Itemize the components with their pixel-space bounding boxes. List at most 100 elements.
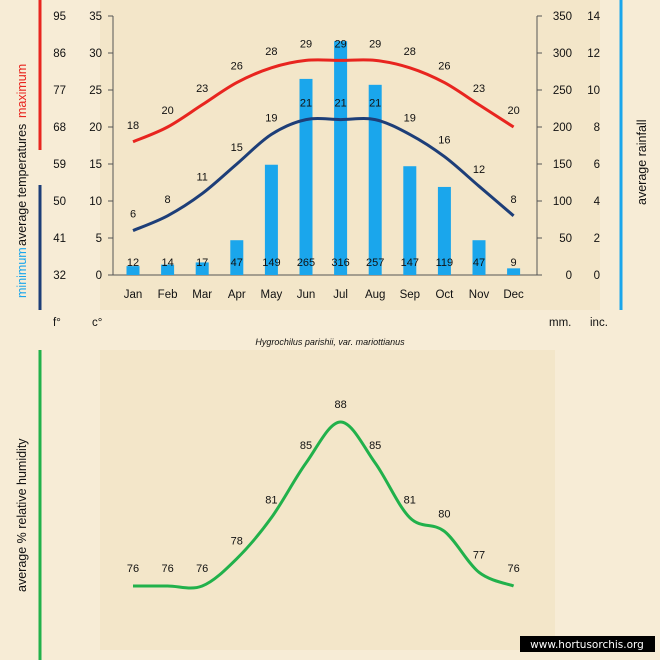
celsius-tick: 0 bbox=[96, 270, 102, 282]
mm-tick: 350 bbox=[553, 11, 572, 23]
min-temp-label: 16 bbox=[438, 135, 450, 147]
fahrenheit-tick: 77 bbox=[53, 85, 66, 97]
celsius-tick: 35 bbox=[89, 11, 102, 23]
rainfall-label: 17 bbox=[196, 257, 208, 269]
humidity-label: 88 bbox=[334, 399, 346, 411]
watermark: www.hortusorchis.org bbox=[530, 639, 644, 651]
humidity-label: 85 bbox=[300, 440, 312, 452]
min-temp-label: 12 bbox=[473, 164, 485, 176]
min-temp-label: 15 bbox=[231, 142, 243, 154]
rainfall-bar bbox=[368, 84, 382, 275]
month-label: Feb bbox=[158, 289, 178, 301]
rainfall-side-label: average rainfall bbox=[635, 120, 649, 205]
min-temp-label: 19 bbox=[404, 112, 416, 124]
fahrenheit-tick: 86 bbox=[53, 48, 66, 60]
max-temp-label: 28 bbox=[404, 46, 416, 58]
mm-tick: 100 bbox=[553, 196, 572, 208]
humidity-label: 76 bbox=[127, 563, 139, 575]
max-temp-label: 29 bbox=[369, 38, 381, 50]
species-caption: Hygrochilus parishii, var. mariottianus bbox=[255, 337, 405, 347]
month-label: May bbox=[261, 289, 283, 301]
month-label: Jan bbox=[124, 289, 143, 301]
inches-tick: 12 bbox=[587, 48, 600, 60]
inches-tick: 6 bbox=[594, 159, 600, 171]
celsius-tick: 15 bbox=[89, 159, 102, 171]
min-side-label: minimum bbox=[15, 247, 29, 298]
rainfall-bar bbox=[472, 240, 486, 275]
rainfall-bar bbox=[195, 262, 209, 275]
max-temp-label: 29 bbox=[334, 38, 346, 50]
watermark-box bbox=[520, 636, 655, 652]
rainfall-label: 257 bbox=[366, 257, 384, 269]
min-temp-line bbox=[132, 117, 515, 232]
rainfall-label: 14 bbox=[161, 257, 173, 269]
humidity-label: 76 bbox=[507, 563, 519, 575]
max-temp-label: 20 bbox=[161, 105, 173, 117]
month-label: Mar bbox=[192, 289, 212, 301]
min-temp-label: 19 bbox=[265, 112, 277, 124]
inches-tick: 8 bbox=[594, 122, 600, 134]
max-temp-line bbox=[132, 58, 515, 144]
max-temp-label: 29 bbox=[300, 38, 312, 50]
inches-tick: 2 bbox=[594, 233, 600, 245]
rainfall-bar bbox=[264, 164, 278, 275]
max-temp-label: 23 bbox=[196, 83, 208, 95]
rainfall-label: 119 bbox=[436, 257, 454, 269]
max-temp-label: 18 bbox=[127, 120, 139, 132]
month-label: Jul bbox=[333, 289, 348, 301]
max-side-label: maximum bbox=[15, 64, 29, 118]
mm-tick: 0 bbox=[566, 270, 572, 282]
humidity-label: 78 bbox=[231, 536, 243, 548]
min-temp-label: 8 bbox=[511, 194, 517, 206]
rainfall-label: 147 bbox=[401, 257, 419, 269]
month-label: Apr bbox=[228, 289, 246, 301]
min-temp-label: 21 bbox=[369, 98, 381, 110]
mm-tick: 150 bbox=[553, 159, 572, 171]
rainfall-bar bbox=[437, 186, 451, 275]
rainfall-label: 9 bbox=[511, 257, 517, 269]
rainfall-label: 149 bbox=[262, 257, 280, 269]
rainfall-bar bbox=[230, 240, 244, 275]
min-temp-label: 21 bbox=[300, 98, 312, 110]
mm-unit-label: mm. bbox=[549, 317, 571, 329]
month-label: Oct bbox=[435, 289, 454, 301]
inches-tick: 10 bbox=[587, 85, 600, 97]
max-temp-label: 23 bbox=[473, 83, 485, 95]
fahrenheit-tick: 95 bbox=[53, 11, 66, 23]
celsius-tick: 5 bbox=[96, 233, 102, 245]
max-temp-label: 26 bbox=[231, 61, 243, 73]
fahrenheit-tick: 59 bbox=[53, 159, 66, 171]
humidity-label: 81 bbox=[265, 495, 277, 507]
mm-tick: 50 bbox=[559, 233, 572, 245]
humidity-label: 81 bbox=[404, 495, 416, 507]
max-temp-label: 28 bbox=[265, 46, 277, 58]
fahrenheit-tick: 68 bbox=[53, 122, 66, 134]
rainfall-label: 265 bbox=[297, 257, 315, 269]
rainfall-bar bbox=[161, 264, 175, 275]
min-temp-label: 11 bbox=[196, 172, 207, 184]
humidity-label: 80 bbox=[438, 508, 450, 520]
celsius-tick: 25 bbox=[89, 85, 102, 97]
inches-tick: 4 bbox=[594, 196, 601, 208]
rainfall-bar bbox=[507, 268, 521, 275]
inches-tick: 14 bbox=[587, 11, 600, 23]
humidity-label: 76 bbox=[196, 563, 208, 575]
celsius-tick: 30 bbox=[89, 48, 102, 60]
month-label: Aug bbox=[365, 289, 385, 301]
rainfall-bar bbox=[334, 41, 348, 275]
top-chart-panel bbox=[100, 0, 600, 310]
fahrenheit-tick: 50 bbox=[53, 196, 66, 208]
month-label: Sep bbox=[400, 289, 420, 301]
month-label: Dec bbox=[503, 289, 524, 301]
fahrenheit-tick: 41 bbox=[53, 233, 66, 245]
min-temp-label: 6 bbox=[130, 209, 136, 221]
inches-tick: 0 bbox=[594, 270, 600, 282]
min-temp-label: 21 bbox=[334, 98, 346, 110]
humidity-label: 77 bbox=[473, 549, 485, 561]
rainfall-label: 12 bbox=[127, 257, 139, 269]
humidity-label: 85 bbox=[369, 440, 381, 452]
humidity-chart-panel bbox=[100, 350, 555, 650]
rainfall-label: 47 bbox=[473, 257, 485, 269]
month-label: Jun bbox=[297, 289, 316, 301]
